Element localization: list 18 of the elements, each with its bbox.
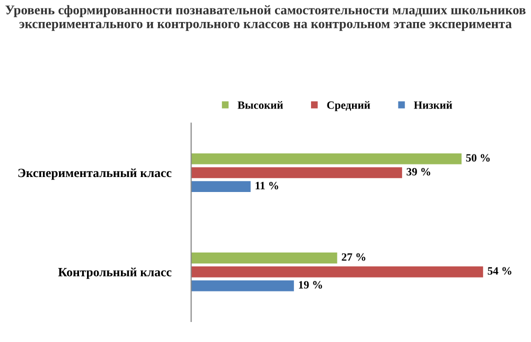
y-tick-label: Экспериментальный класс: [18, 168, 172, 180]
bar: [191, 181, 251, 192]
bar: [191, 167, 402, 178]
chart-title: Уровень сформированности познавательной самостоятельности младших школьников экспериментального и контрольного классов на контрольном этапе эксперимента: [5, 5, 526, 31]
bar: [191, 266, 484, 278]
data-label: 27 %: [342, 253, 366, 261]
data-label: 54 %: [488, 267, 512, 275]
y-tick-label: Контрольный класс: [58, 268, 172, 279]
legend-label: Средний: [327, 101, 370, 112]
data-label: 11 %: [256, 182, 278, 190]
bar: [191, 252, 338, 264]
bar: [191, 280, 294, 292]
data-label: 19 %: [298, 281, 322, 289]
bar: [191, 153, 462, 164]
legend-label: Высокий: [238, 101, 283, 109]
legend-label: Низкий: [414, 101, 452, 109]
data-label: 39 %: [406, 168, 430, 176]
data-label: 50 %: [466, 154, 490, 162]
